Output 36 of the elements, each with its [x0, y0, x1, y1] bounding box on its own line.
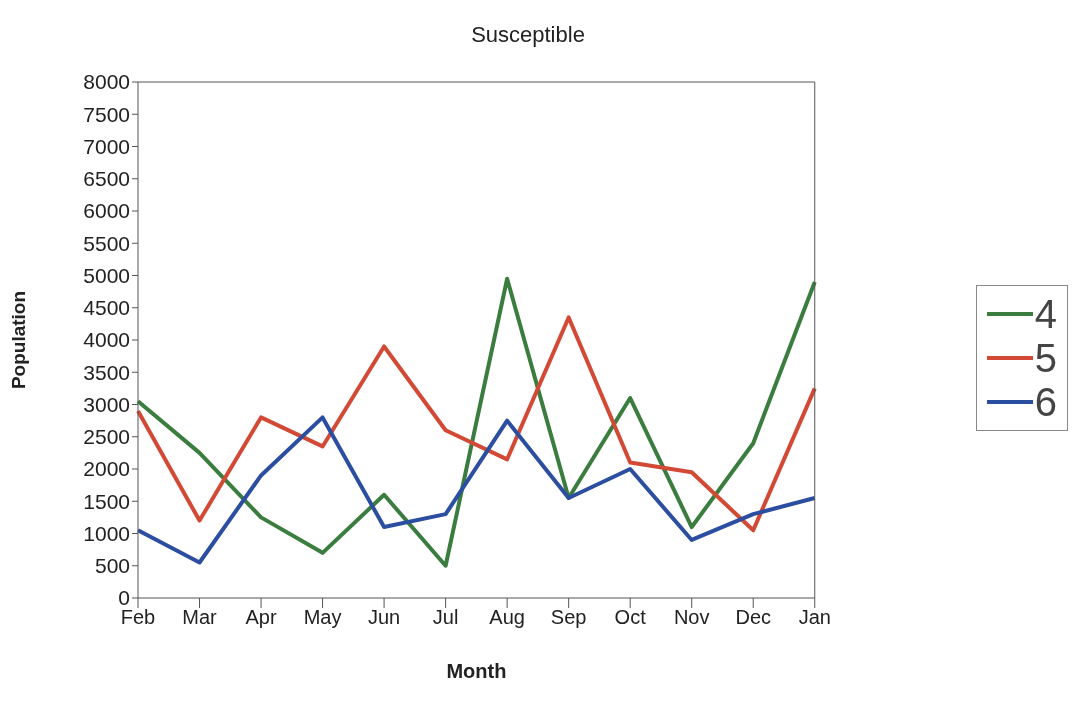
y-tick-label: 2000: [83, 457, 130, 481]
y-tick-label: 6000: [83, 199, 130, 223]
y-tick-label: 3500: [83, 360, 130, 384]
y-tick-label: 1500: [83, 489, 130, 513]
y-tick-label: 7500: [83, 102, 130, 126]
y-tick-label: 6500: [83, 167, 130, 191]
legend-label: 4: [1034, 291, 1057, 337]
y-tick-label: 5500: [83, 231, 130, 255]
legend-label: 6: [1034, 379, 1057, 425]
x-axis-title: Month: [446, 660, 507, 682]
line-series: [136, 276, 817, 568]
y-tick-label: 2500: [83, 425, 130, 449]
x-tick-label: Jun: [367, 606, 401, 629]
y-tick-label: 7000: [83, 134, 130, 158]
x-tick-label: May: [303, 606, 342, 629]
x-tick-label: Nov: [673, 606, 710, 629]
y-tick-label: 3000: [83, 392, 130, 416]
y-axis-title: Population: [7, 290, 29, 390]
x-tick-label: Jul: [432, 606, 459, 629]
x-tick-label: Oct: [614, 606, 647, 629]
x-tick-label: Jan: [798, 606, 831, 629]
y-tick-label: 500: [94, 554, 130, 578]
x-tick-label: Sep: [550, 606, 587, 629]
y-tick-label: 4500: [83, 296, 130, 320]
line-series: [136, 315, 817, 533]
y-tick-label: 8000: [83, 70, 130, 94]
x-tick-label: Mar: [182, 606, 218, 629]
x-tick-label: Aug: [489, 606, 525, 629]
legend-label: 5: [1034, 335, 1057, 381]
y-tick-label: 5000: [83, 263, 130, 287]
y-tick-label: 1000: [83, 521, 130, 545]
chart-title: Susceptible: [470, 22, 586, 48]
x-tick-label: Apr: [245, 606, 277, 629]
line-series: [136, 415, 817, 565]
y-tick-label: 4000: [83, 328, 130, 352]
x-tick-label: Dec: [735, 606, 772, 629]
